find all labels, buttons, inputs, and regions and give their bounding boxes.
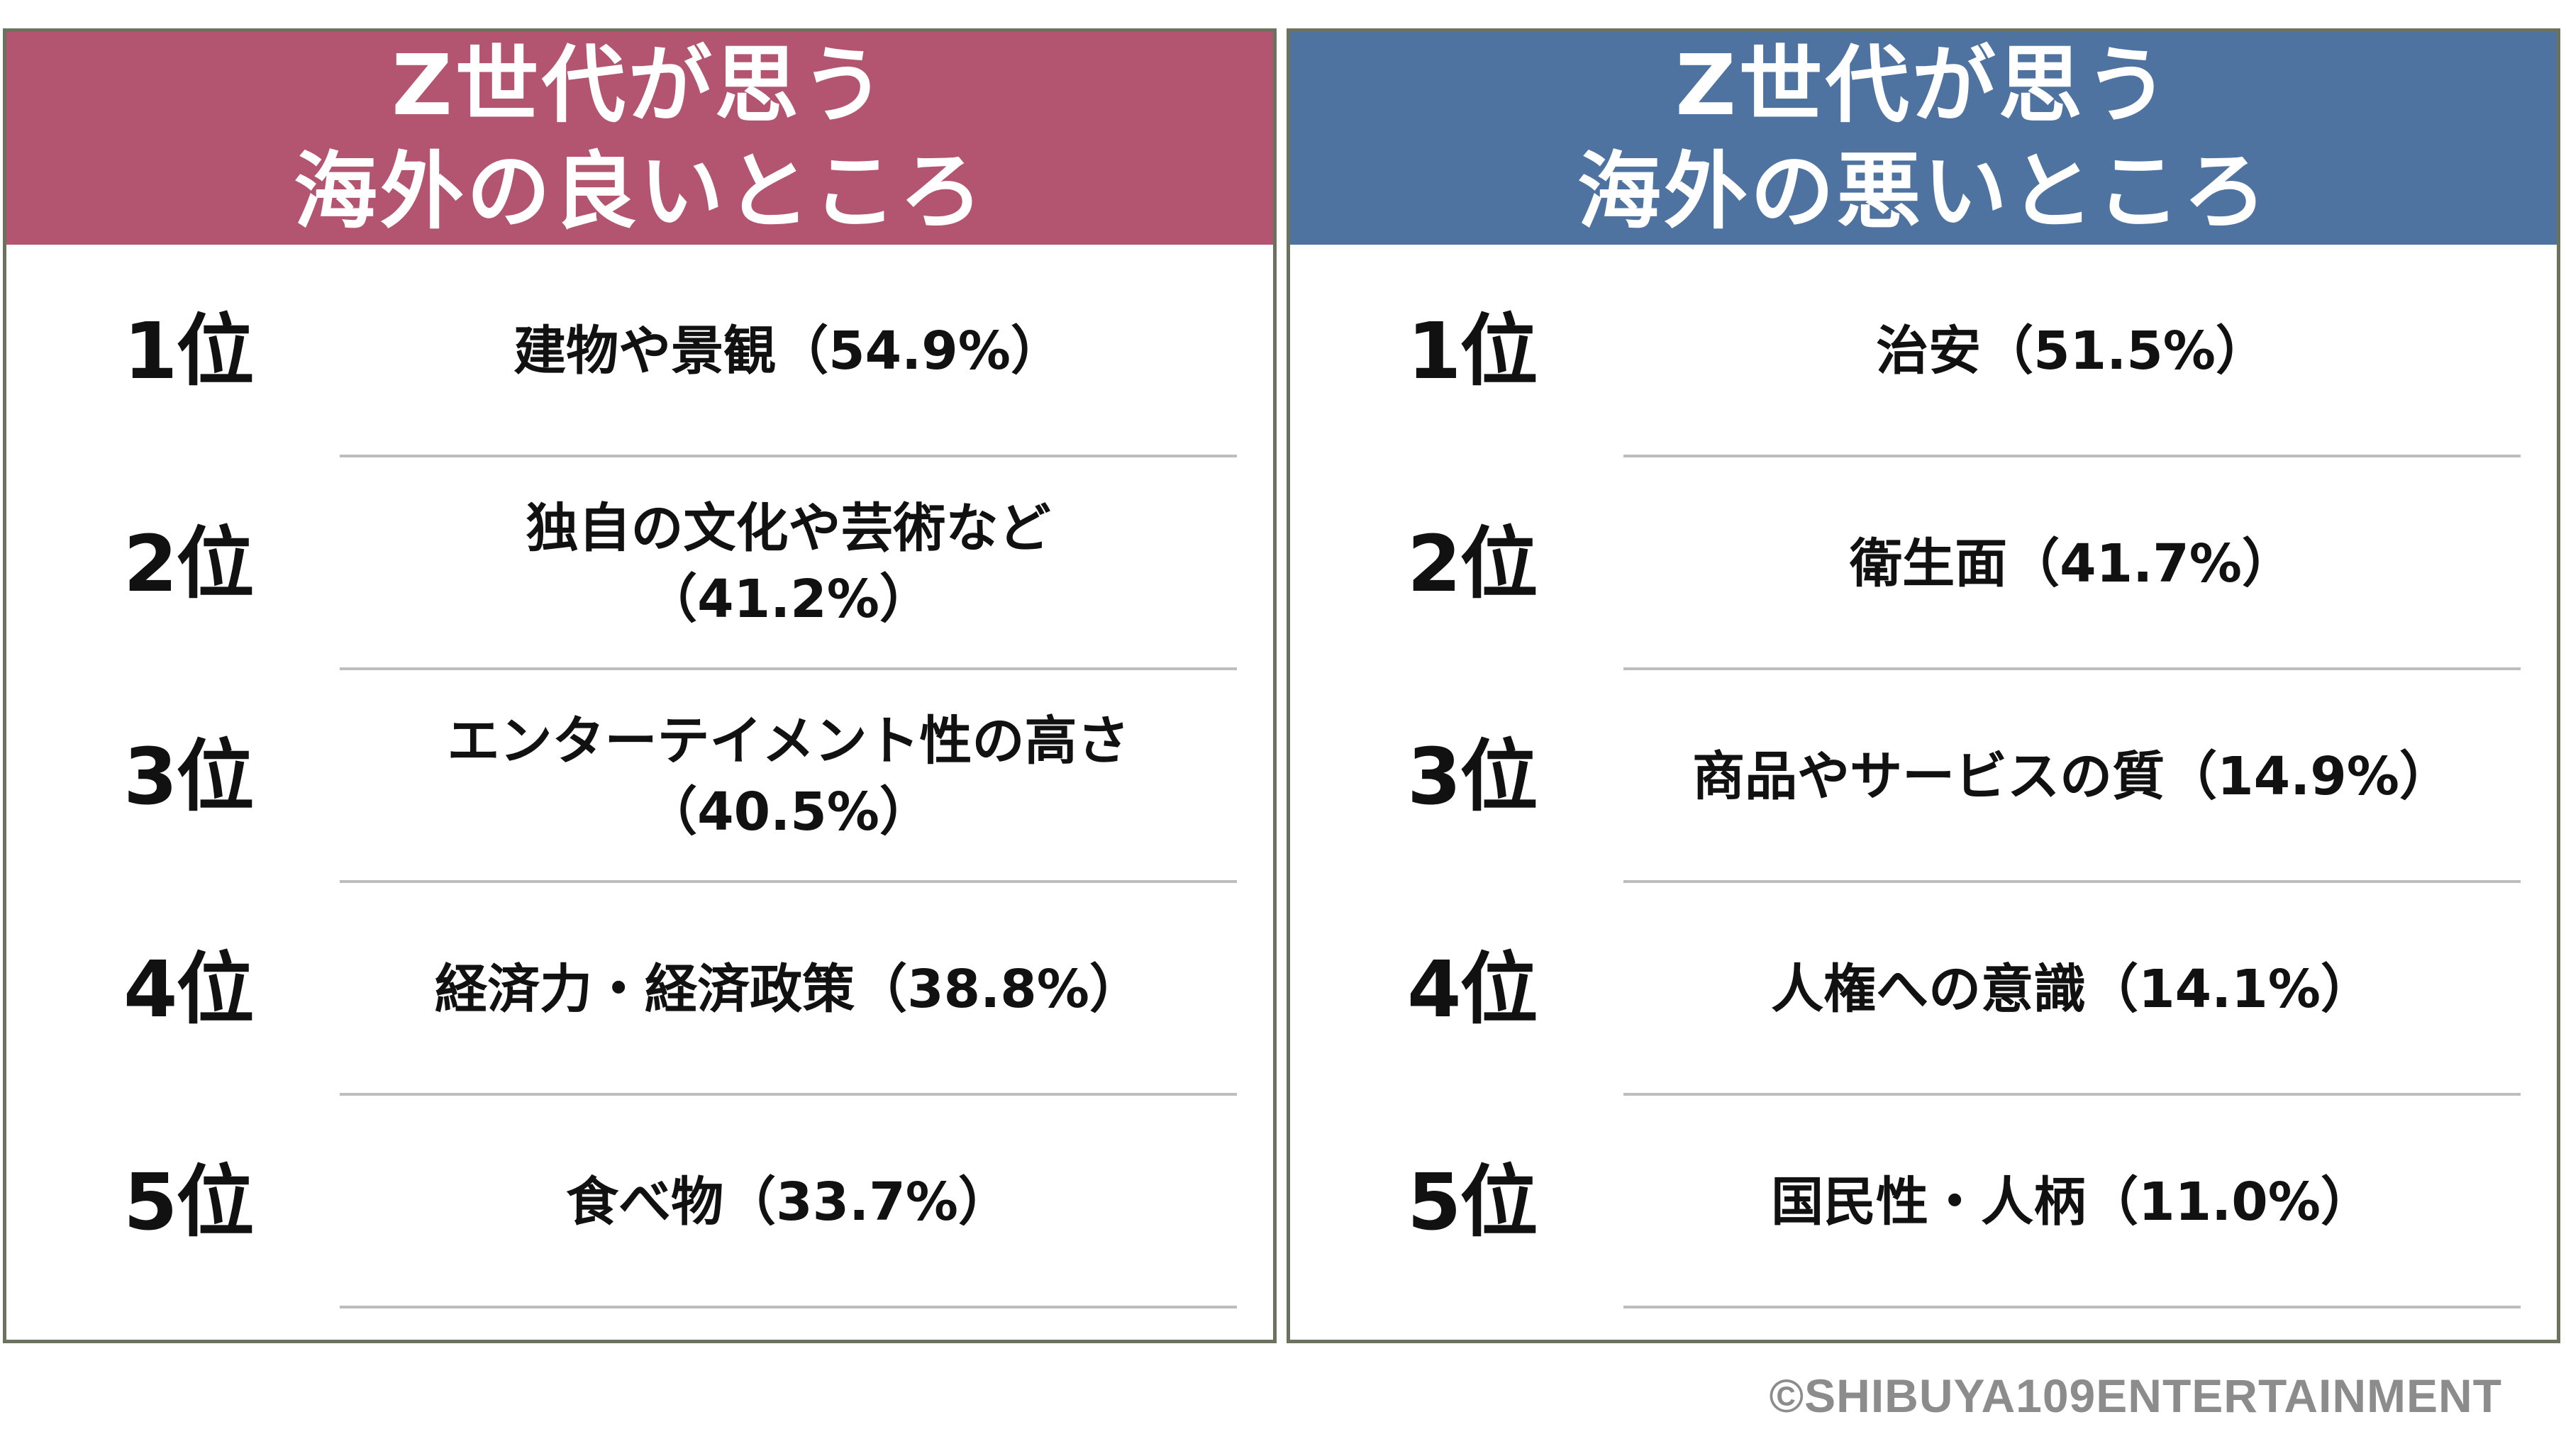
rank-label: 3位 [123, 731, 255, 822]
row-divider [340, 880, 1237, 883]
rank-label: 5位 [1407, 1157, 1538, 1247]
rank-label: 4位 [123, 944, 255, 1035]
bad-points-header: Z世代が思う 海外の悪いところ [1290, 32, 2557, 245]
ranking-item-text-line2: （40.5%） [645, 782, 932, 843]
ranking-row: 4位 経済力・経済政策（38.8%） [6, 883, 1273, 1096]
rank-label: 5位 [123, 1157, 255, 1247]
row-divider [1623, 880, 2521, 883]
ranking-item-text: 治安（51.5%） [1876, 321, 2268, 382]
rank-label: 1位 [1407, 306, 1538, 396]
rank-label: 3位 [1407, 731, 1538, 822]
ranking-item: 建物や景観（54.9%） [340, 245, 1237, 457]
ranking-row: 2位 独自の文化や芸術など （41.2%） [6, 457, 1273, 670]
good-points-header-line1: Z世代が思う [391, 36, 888, 134]
row-divider [340, 455, 1237, 457]
ranking-row: 5位 国民性・人柄（11.0%） [1290, 1096, 2557, 1308]
ranking-row: 5位 食べ物（33.7%） [6, 1096, 1273, 1308]
bad-points-ranking: 1位 治安（51.5%） 2位 衛生面（41.7%） 3位 商品やサービスの質（… [1290, 245, 2557, 1308]
ranking-item: 治安（51.5%） [1623, 245, 2521, 457]
ranking-item: エンターテイメント性の高さ （40.5%） [340, 670, 1237, 883]
bad-points-header-line1: Z世代が思う [1675, 36, 2172, 134]
ranking-row: 3位 エンターテイメント性の高さ （40.5%） [6, 670, 1273, 883]
rank-label: 4位 [1407, 944, 1538, 1035]
row-divider [340, 1306, 1237, 1308]
ranking-row: 3位 商品やサービスの質（14.9%） [1290, 670, 2557, 883]
ranking-item-text: 商品やサービスの質（14.9%） [1692, 746, 2452, 807]
ranking-row: 1位 治安（51.5%） [1290, 245, 2557, 457]
ranking-item-text: 国民性・人柄（11.0%） [1771, 1172, 2373, 1233]
row-divider [340, 1093, 1237, 1096]
ranking-item: 食べ物（33.7%） [340, 1096, 1237, 1308]
ranking-row: 2位 衛生面（41.7%） [1290, 457, 2557, 670]
bad-points-header-line2: 海外の悪いところ [1577, 143, 2270, 240]
ranking-item-text-line2: （41.2%） [645, 569, 932, 630]
bad-points-panel: Z世代が思う 海外の悪いところ 1位 治安（51.5%） 2位 衛生面（41.7… [1287, 28, 2560, 1343]
ranking-item-text: 人権への意識（14.1%） [1771, 959, 2373, 1020]
copyright-credit: ©SHIBUYA109ENTERTAINMENT [1769, 1369, 2502, 1422]
ranking-row: 4位 人権への意識（14.1%） [1290, 883, 2557, 1096]
good-points-header-line2: 海外の良いところ [293, 143, 986, 240]
good-points-panel: Z世代が思う 海外の良いところ 1位 建物や景観（54.9%） 2位 独自の文化… [3, 28, 1277, 1343]
row-divider [340, 667, 1237, 670]
good-points-header: Z世代が思う 海外の良いところ [6, 32, 1273, 245]
ranking-item-text: 経済力・経済政策（38.8%） [435, 959, 1142, 1020]
ranking-item-text: 建物や景観（54.9%） [513, 321, 1063, 382]
rank-label: 2位 [123, 518, 255, 609]
ranking-item: 国民性・人柄（11.0%） [1623, 1096, 2521, 1308]
rank-label: 2位 [1407, 518, 1538, 609]
ranking-item-text: 衛生面（41.7%） [1850, 533, 2294, 594]
ranking-item-text: 食べ物（33.7%） [566, 1172, 1011, 1233]
rank-label: 1位 [123, 306, 255, 396]
row-divider [1623, 667, 2521, 670]
ranking-item-text: 独自の文化や芸術など [526, 498, 1051, 559]
ranking-item: 人権への意識（14.1%） [1623, 883, 2521, 1096]
row-divider [1623, 1306, 2521, 1308]
ranking-item: 独自の文化や芸術など （41.2%） [340, 457, 1237, 670]
row-divider [1623, 455, 2521, 457]
good-points-ranking: 1位 建物や景観（54.9%） 2位 独自の文化や芸術など （41.2%） 3位… [6, 245, 1273, 1308]
ranking-item: 経済力・経済政策（38.8%） [340, 883, 1237, 1096]
row-divider [1623, 1093, 2521, 1096]
ranking-item: 衛生面（41.7%） [1623, 457, 2521, 670]
ranking-item: 商品やサービスの質（14.9%） [1623, 670, 2521, 883]
ranking-item-text: エンターテイメント性の高さ [447, 711, 1130, 772]
ranking-row: 1位 建物や景観（54.9%） [6, 245, 1273, 457]
